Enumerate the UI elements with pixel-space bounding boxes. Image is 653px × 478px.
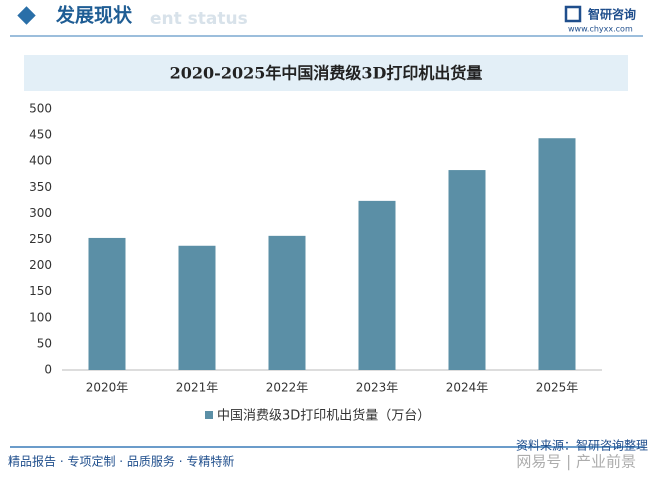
- x-tick-label: 2022年: [266, 381, 309, 395]
- header-title: 发展现状: [55, 4, 133, 27]
- header-icon: [17, 6, 36, 25]
- y-tick-label: 100: [29, 310, 52, 324]
- y-tick-label: 400: [29, 154, 52, 168]
- tagline: 精品报告 · 专项定制 · 品质服务 · 专精特新: [8, 454, 234, 469]
- brand: 智研咨询: [587, 7, 636, 22]
- y-tick-label: 150: [29, 284, 52, 298]
- chart-title: 2020-2025年中国消费级3D打印机出货量: [170, 64, 483, 83]
- bar: [538, 138, 576, 370]
- title-banner: [24, 55, 628, 91]
- logo-icon: [564, 5, 582, 23]
- x-tick-label: 2021年: [176, 381, 219, 395]
- y-tick-label: 250: [29, 232, 52, 246]
- bar: [448, 170, 486, 370]
- watermark: 网易号 | 产业前景: [516, 453, 636, 471]
- y-tick-label: 450: [29, 128, 52, 142]
- y-tick-label: 300: [29, 206, 52, 220]
- y-tick-label: 200: [29, 258, 52, 272]
- x-tick-label: 2020年: [86, 381, 129, 395]
- x-tick-label: 2024年: [446, 381, 489, 395]
- x-tick-label: 2023年: [356, 381, 399, 395]
- y-tick-label: 0: [44, 363, 52, 377]
- bar: [178, 245, 216, 370]
- bar: [358, 200, 396, 370]
- bar: [88, 237, 126, 370]
- url: www.chyxx.com: [568, 25, 633, 34]
- x-tick-label: 2025年: [536, 381, 579, 395]
- header-subtitle: ent status: [150, 9, 248, 29]
- y-tick-label: 50: [37, 336, 52, 350]
- y-tick-label: 350: [29, 180, 52, 194]
- bar: [268, 235, 306, 370]
- legend-swatch: [205, 411, 213, 419]
- source: 资料来源：智研咨询整理: [516, 438, 648, 453]
- legend-label: 中国消费级3D打印机出货量（万台）: [217, 408, 430, 424]
- y-tick-label: 500: [29, 102, 52, 116]
